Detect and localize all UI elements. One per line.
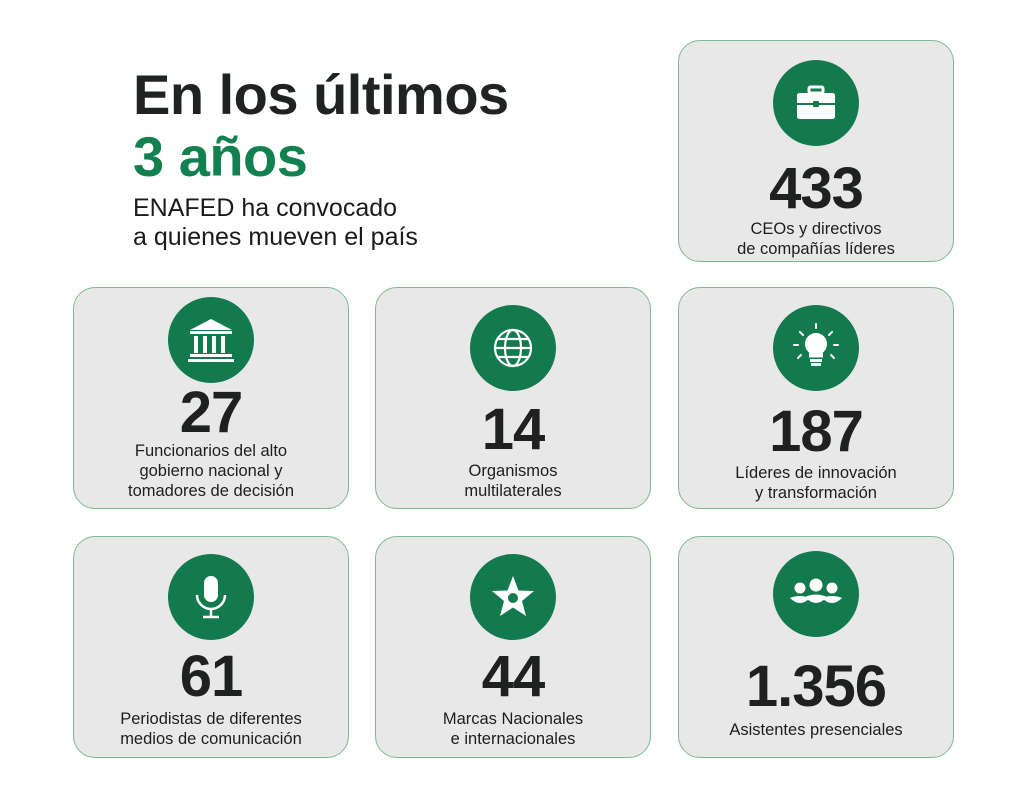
- stat-number: 1.356: [745, 654, 887, 719]
- stat-number: 27: [179, 380, 244, 445]
- subheadline-line-1: ENAFED ha convocado: [133, 194, 398, 222]
- stat-card-brands: 44 Marcas Nacionales e internacionales: [375, 536, 651, 758]
- stat-card-organizations: 14 Organismos multilaterales: [375, 287, 651, 509]
- stat-number: 433: [769, 156, 864, 221]
- headline-highlight: 3 años: [133, 125, 308, 188]
- headline-line-1: En los últimos: [133, 63, 509, 126]
- hero-heading: En los últimos 3 años ENAFED ha convocad…: [133, 64, 509, 252]
- stat-label: Líderes de innovación y transformación: [735, 464, 897, 502]
- stat-label: Organismos multilaterales: [464, 462, 562, 500]
- globe-icon: [470, 305, 556, 391]
- government-building-icon: [168, 297, 254, 383]
- subheadline: ENAFED ha convocado a quienes mueven el …: [133, 194, 509, 252]
- star-icon: [470, 554, 556, 640]
- stat-label: Periodistas de diferentes medios de comun…: [120, 710, 302, 748]
- stat-label: Marcas Nacionales e internacionales: [442, 710, 584, 748]
- stat-card-journalists: 61 Periodistas de diferentes medios de co…: [73, 536, 349, 758]
- briefcase-icon: [773, 60, 859, 146]
- stat-number: 61: [179, 644, 244, 709]
- people-group-icon: [773, 551, 859, 637]
- stat-label: Asistentes presenciales: [729, 721, 903, 739]
- microphone-icon: [168, 554, 254, 640]
- stat-card-innovation-leaders: 187 Líderes de innovación y transformació…: [678, 287, 954, 509]
- lightbulb-icon: [773, 305, 859, 391]
- stat-card-officials: 27 Funcionarios del alto gobierno naciona…: [73, 287, 349, 509]
- stat-card-attendees: 1.356 Asistentes presenciales: [678, 536, 954, 758]
- stat-number: 187: [769, 399, 864, 464]
- stat-label: CEOs y directivos de compañías líderes: [737, 220, 895, 258]
- stat-number: 44: [481, 644, 546, 709]
- subheadline-line-2: a quienes mueven el país: [133, 223, 418, 251]
- stat-card-ceos: 433 CEOs y directivos de compañías lídere…: [678, 40, 954, 262]
- stat-number: 14: [481, 397, 546, 462]
- stat-label: Funcionarios del alto gobierno nacional y…: [127, 442, 294, 500]
